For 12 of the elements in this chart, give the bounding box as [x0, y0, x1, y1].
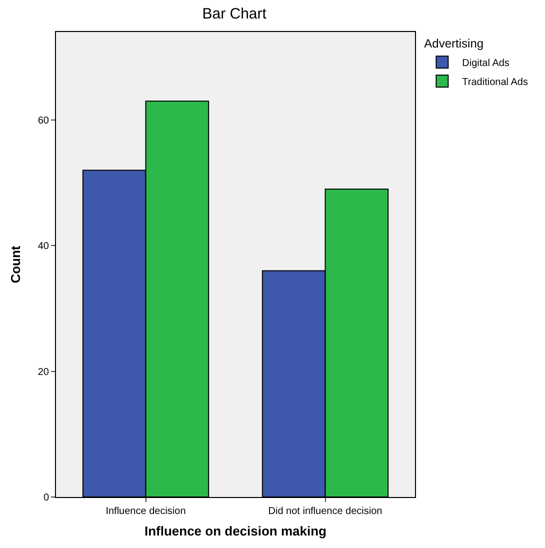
x-axis-title: Influence on decision making: [144, 524, 327, 539]
x-tick-label: Did not influence decision: [268, 506, 382, 517]
legend-label: Digital Ads: [462, 58, 510, 69]
y-tick-label: 20: [38, 366, 50, 378]
legend-title: Advertising: [424, 36, 484, 51]
y-tick-label: 40: [38, 241, 50, 252]
legend-label: Traditional Ads: [462, 77, 528, 88]
x-tick-label: Influence decision: [106, 506, 186, 517]
chart-title: Bar Chart: [202, 6, 268, 23]
y-axis-title: Count: [8, 245, 23, 284]
y-tick-label: 0: [43, 492, 50, 504]
y-tick-label: 60: [38, 115, 50, 126]
